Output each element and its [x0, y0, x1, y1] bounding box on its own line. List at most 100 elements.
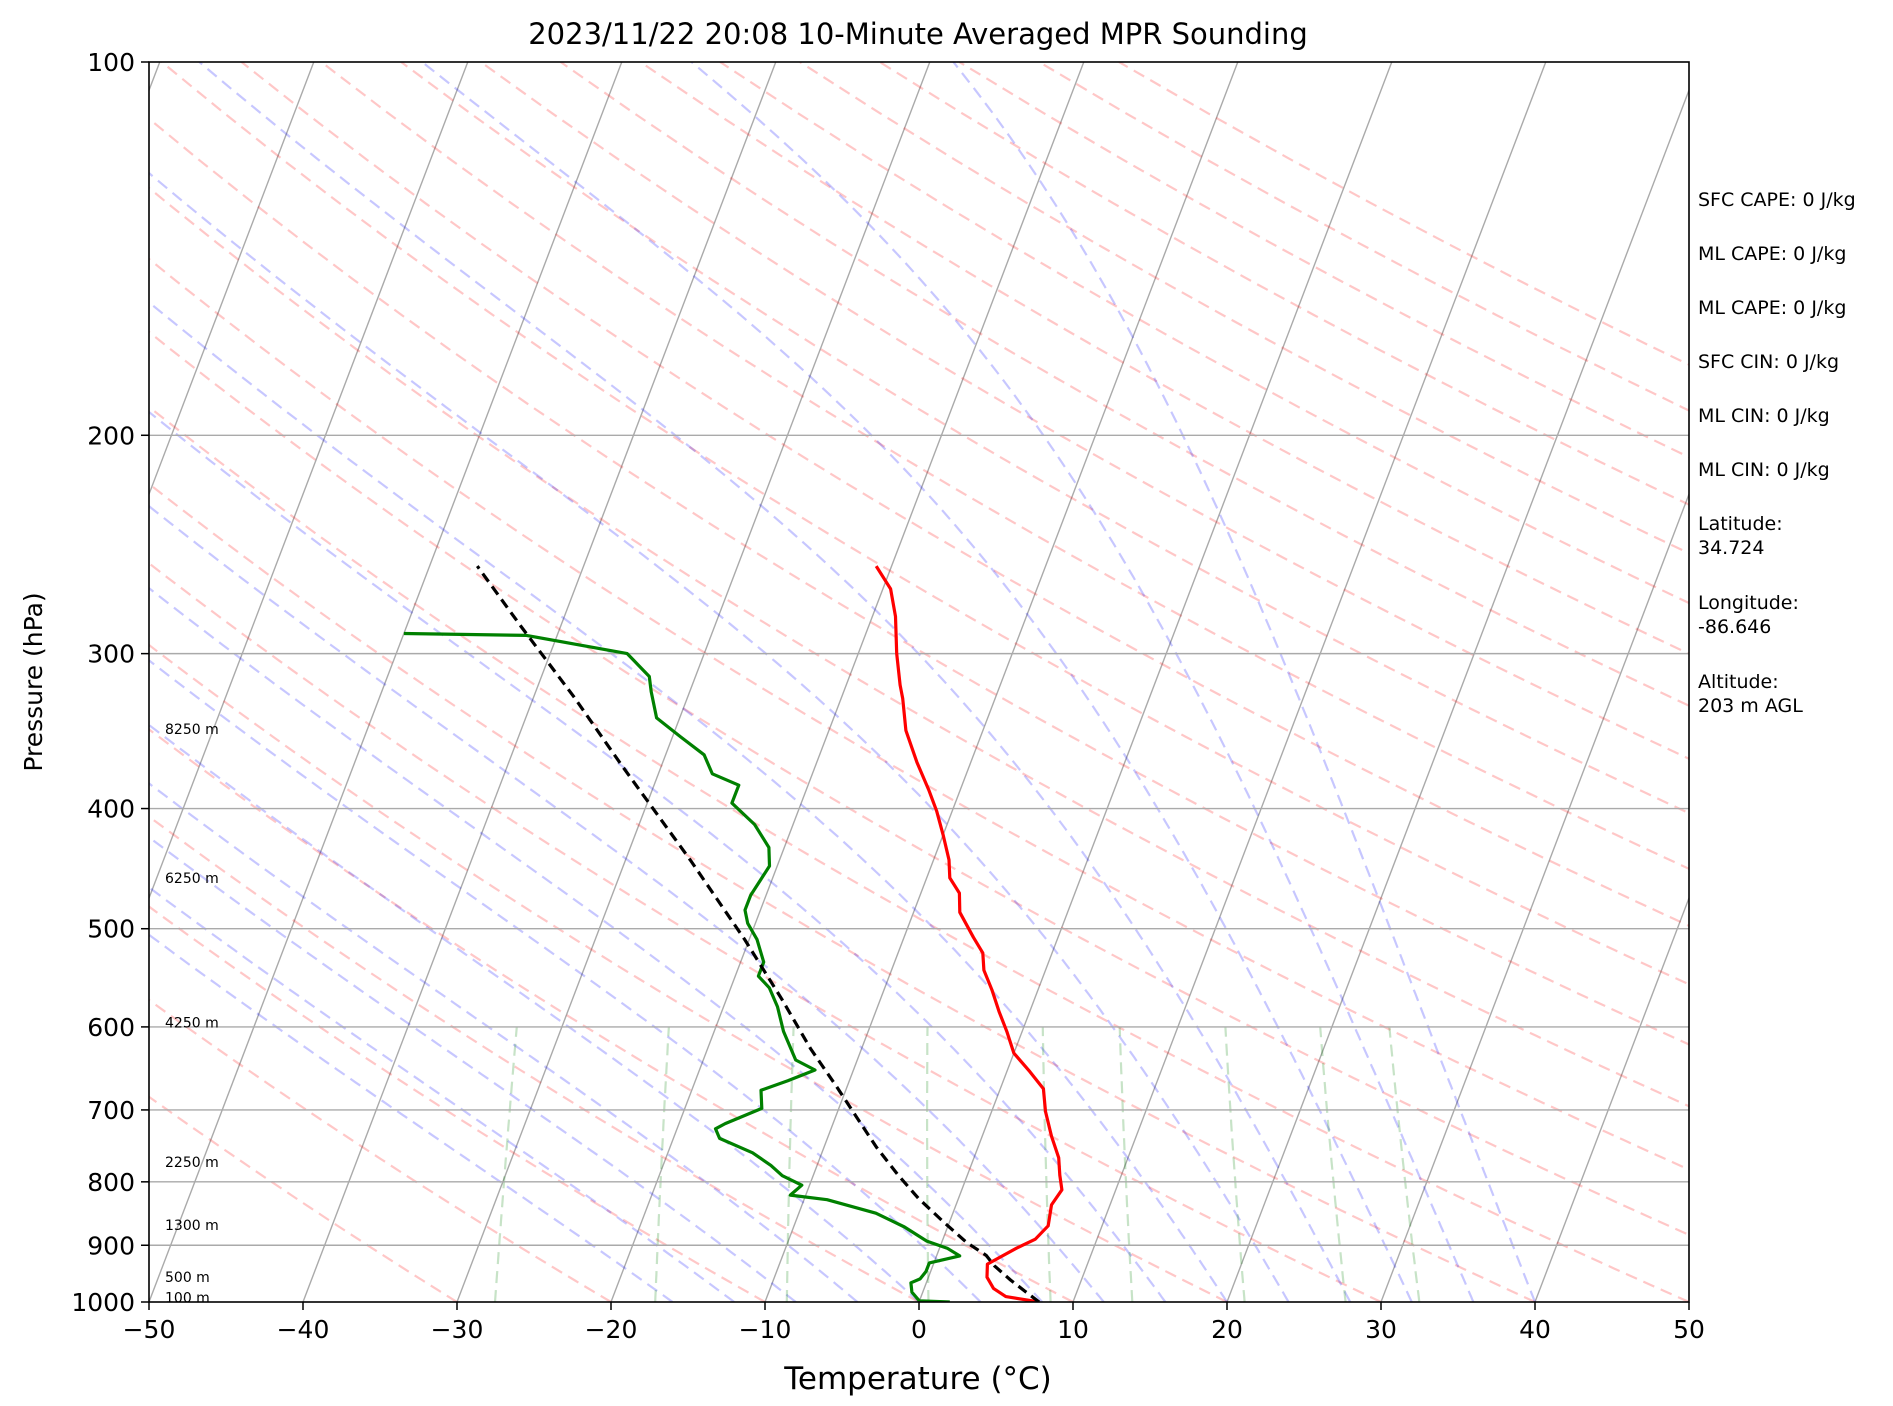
- x-tick-label: 50: [1673, 1315, 1705, 1344]
- dry-adiabat-line: [149, 186, 1689, 1108]
- y-tick-label: 900: [87, 1231, 135, 1260]
- ml-cape-text-2: ML CAPE: 0 J/kg: [1698, 297, 1847, 319]
- y-tick-label: 300: [87, 640, 135, 669]
- x-tick-label: 20: [1211, 1315, 1243, 1344]
- y-tick-label: 500: [87, 915, 135, 944]
- y-tick-label: 1000: [71, 1288, 135, 1317]
- longitude-text: Longitude: -86.646: [1698, 592, 1799, 638]
- dry-adiabat-line: [149, 815, 920, 1302]
- isotherm-line: [149, 62, 623, 1302]
- dry-adiabat-line: [149, 117, 1689, 1046]
- x-tick-label: 40: [1519, 1315, 1551, 1344]
- height-label: 1300 m: [165, 1218, 219, 1234]
- moist-adiabat-line: [149, 933, 674, 1302]
- moist-adiabat-line: [149, 410, 1167, 1302]
- moist-adiabat-line: [149, 171, 1290, 1302]
- x-tick-label: −30: [431, 1315, 484, 1344]
- isotherm-line: [1226, 88, 1689, 1302]
- dry-adiabat-line: [639, 62, 1689, 655]
- ml-cape-text: ML CAPE: 0 J/kg: [1698, 243, 1847, 265]
- mixing-ratio-line: [926, 1026, 930, 1302]
- altitude-text: Altitude: 203 m AGL: [1698, 671, 1803, 717]
- height-label: 2250 m: [165, 1155, 219, 1171]
- series-layer: [403, 565, 1064, 1302]
- ml-cin-text-2: ML CIN: 0 J/kg: [1698, 459, 1830, 481]
- dry-adiabat-line: [149, 643, 1228, 1302]
- moist-adiabat-line: [149, 504, 1105, 1302]
- x-tick-label: −10: [739, 1315, 792, 1344]
- dry-adiabat-line: [149, 257, 1689, 1171]
- y-tick-label: 200: [87, 421, 135, 450]
- isotherm-line: [0, 62, 6, 1302]
- dry-adiabat-line: [559, 62, 1689, 707]
- x-tick-label: −20: [585, 1315, 638, 1344]
- height-label: 500 m: [165, 1270, 210, 1286]
- mixing-ratio-line: [493, 1026, 518, 1302]
- y-tick-label: 400: [87, 795, 135, 824]
- dry-adiabat-line: [149, 905, 766, 1302]
- x-axis-ticks: −50 −40 −30 −20 −10 0 10 20 30 40 50: [123, 1302, 1705, 1344]
- moist-adiabat-line: [149, 300, 1228, 1302]
- isotherm-line: [1534, 896, 1689, 1302]
- dry-adiabat-line: [149, 405, 1689, 1302]
- x-tick-label: −50: [123, 1315, 176, 1344]
- moist-adiabat-line: [198, 62, 1352, 1302]
- dry-adiabat-line: [320, 62, 1689, 871]
- latitude-text: Latitude: 34.724: [1698, 513, 1783, 559]
- temperature-line: [874, 565, 1064, 1302]
- isotherm-line: [456, 62, 931, 1302]
- chart-title: 2023/11/22 20:08 10-Minute Averaged MPR …: [528, 17, 1308, 51]
- y-tick-label: 600: [87, 1013, 135, 1042]
- dry-adiabat-line: [161, 62, 1689, 986]
- ml-cin-text: ML CIN: 0 J/kg: [1698, 405, 1830, 427]
- moist-adiabat-line: [690, 62, 1475, 1302]
- height-label: 100 m: [165, 1291, 210, 1307]
- dry-adiabat-line: [240, 62, 1689, 928]
- dry-adiabat-line: [149, 1095, 458, 1302]
- mixing-ratio-line: [1388, 1026, 1421, 1302]
- sfc-cape-text: SFC CAPE: 0 J/kg: [1698, 189, 1856, 211]
- dry-adiabat-line: [480, 62, 1689, 760]
- isotherm-line: [610, 62, 1085, 1302]
- moist-adiabat-line: [149, 835, 797, 1302]
- sfc-cin-text: SFC CIN: 0 J/kg: [1698, 351, 1840, 373]
- moist-adiabat-line: [421, 62, 1413, 1302]
- dry-adiabat-line: [400, 62, 1689, 815]
- dry-adiabat-line: [149, 330, 1689, 1237]
- isotherm-line: [149, 62, 469, 901]
- reference-lines: [0, 62, 1689, 1302]
- y-axis-ticks: 1000 900 800 700 600 500 400 300 200 100: [71, 48, 149, 1317]
- mixing-ratio-line: [1224, 1026, 1246, 1302]
- moist-adiabat-line: [149, 723, 920, 1302]
- isotherm-line: [764, 62, 1239, 1302]
- moist-adiabat-line: [149, 586, 1044, 1302]
- dewpoint-line: [403, 631, 962, 1302]
- x-axis-label: Temperature (°C): [783, 1361, 1052, 1397]
- moist-adiabat-line: [149, 782, 859, 1302]
- x-tick-label: 30: [1365, 1315, 1397, 1344]
- isotherm-line: [1072, 62, 1547, 1302]
- height-label: 8250 m: [165, 722, 219, 738]
- height-labels: 8250 m 6250 m 4250 m 2250 m 1300 m 500 m 100 m: [165, 722, 219, 1307]
- dry-adiabat-line: [149, 727, 1074, 1302]
- x-tick-label: 0: [911, 1315, 927, 1344]
- height-label: 4250 m: [165, 1015, 219, 1031]
- mixing-ratio-line: [1118, 1026, 1134, 1302]
- isotherm-line: [302, 62, 777, 1302]
- isotherm-line: [1380, 492, 1689, 1302]
- height-label: 6250 m: [165, 871, 219, 887]
- dry-adiabat-line: [149, 482, 1536, 1302]
- y-axis-label: Pressure (hPa): [19, 592, 48, 771]
- mixing-ratio-line: [1041, 1026, 1052, 1302]
- mixing-ratio-line: [654, 1026, 670, 1302]
- y-tick-label: 800: [87, 1168, 135, 1197]
- isotherm-line: [149, 62, 315, 497]
- x-tick-label: 10: [1057, 1315, 1089, 1344]
- y-tick-label: 700: [87, 1096, 135, 1125]
- pressure-gridlines: [149, 434, 1689, 1246]
- moist-adiabat-line: [952, 62, 1537, 1302]
- moist-adiabat-line: [149, 885, 735, 1302]
- isotherm-line: [918, 62, 1393, 1302]
- y-tick-label: 100: [87, 48, 135, 77]
- x-tick-label: −40: [277, 1315, 330, 1344]
